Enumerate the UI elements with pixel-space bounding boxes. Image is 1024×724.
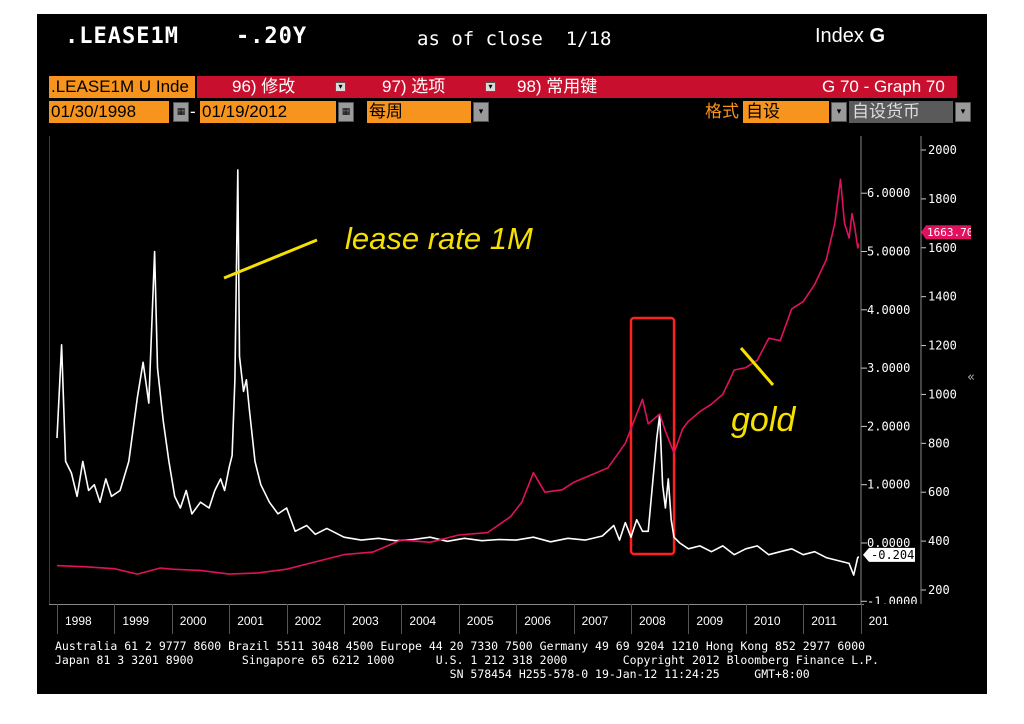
x-tick-mark bbox=[344, 604, 345, 634]
left-tick-label: 3.0000 bbox=[867, 361, 910, 375]
x-tick-label: 2006 bbox=[524, 614, 551, 628]
x-tick-label: 201 bbox=[868, 614, 889, 628]
lease-pointer-line bbox=[223, 238, 318, 280]
index-letter: G bbox=[869, 25, 886, 47]
right-tick-label: 1000 bbox=[928, 387, 957, 401]
graph-id: G 70 - Graph 70 bbox=[822, 77, 945, 96]
left-tick-label: 5.0000 bbox=[867, 245, 910, 259]
left-tick-label: 0.0000 bbox=[867, 536, 910, 550]
x-tick-label: 2001 bbox=[237, 614, 264, 628]
right-tick-label: 1200 bbox=[928, 339, 957, 353]
frequency-select[interactable]: 每周 bbox=[367, 101, 471, 123]
x-tick-label: 2005 bbox=[466, 614, 494, 628]
gold-pointer-line bbox=[739, 347, 775, 386]
menu-options-arrow-icon[interactable]: ▾ bbox=[485, 82, 496, 92]
x-tick-mark bbox=[688, 604, 690, 634]
security-field[interactable]: .LEASE1M U Inde bbox=[49, 76, 195, 98]
series-line-gold bbox=[56, 178, 859, 575]
ticker-title: .LEASE1M -.20Y bbox=[65, 24, 308, 49]
plot-area: lease rate 1M gold bbox=[49, 136, 859, 604]
right-tick-label: 600 bbox=[928, 485, 950, 499]
right-tick-label: 1400 bbox=[928, 290, 957, 304]
right-tick-label: 800 bbox=[928, 436, 950, 450]
right-tick-label: 2000 bbox=[928, 143, 957, 157]
menu-hotkeys[interactable]: 98) 常用键 bbox=[517, 77, 598, 96]
menu-bar bbox=[197, 76, 957, 98]
x-tick-label: 2000 bbox=[179, 614, 207, 628]
x-tick-label: 2009 bbox=[696, 614, 724, 628]
menu-modify-arrow-icon[interactable]: ▾ bbox=[335, 82, 346, 92]
bloomberg-chart-panel: .LEASE1M -.20Y as of close 1/18 Index G … bbox=[37, 14, 987, 694]
left-tick-label: 4.0000 bbox=[867, 303, 910, 317]
format-arrow-icon[interactable]: ▾ bbox=[831, 102, 847, 122]
x-tick-mark bbox=[286, 604, 288, 634]
date-separator: - bbox=[190, 102, 196, 121]
x-tick-label: 2002 bbox=[294, 614, 322, 628]
x-tick-label: 2004 bbox=[409, 614, 437, 628]
right-tick-label: 1800 bbox=[928, 192, 957, 206]
lease-last-value-tag bbox=[863, 547, 915, 562]
left-tick-label: 6.0000 bbox=[867, 186, 910, 200]
x-tick-label: 2011 bbox=[811, 614, 837, 628]
value-axes: 6.0000 5.0000 4.0000 3.0000 2.0000 1.0000 0.00… bbox=[860, 136, 971, 604]
index-label-text: Index bbox=[815, 25, 864, 47]
annotation-gold: gold bbox=[731, 401, 796, 439]
x-tick-mark bbox=[860, 604, 862, 634]
menu-modify[interactable]: 96) 修改 bbox=[232, 77, 296, 96]
x-tick-label: 2007 bbox=[581, 614, 609, 628]
x-tick-mark bbox=[114, 604, 116, 634]
left-tick-label: 2.0000 bbox=[867, 419, 910, 433]
lease-last-value-text: -0.2047 bbox=[871, 548, 922, 562]
x-tick-mark bbox=[401, 604, 403, 634]
left-tick-label: 1.0000 bbox=[867, 478, 910, 492]
x-tick-label: 2008 bbox=[639, 614, 666, 628]
x-tick-mark bbox=[229, 604, 231, 634]
series-line-lease bbox=[56, 169, 859, 576]
footer-line-3: SN 578454 H255-578-0 19-Jan-12 11:24:25 … bbox=[55, 667, 810, 681]
format-select[interactable]: 自设 bbox=[743, 101, 829, 123]
left-tick-label: -1.0000 bbox=[867, 594, 918, 604]
end-date-calendar-icon[interactable]: ▦ bbox=[338, 102, 354, 122]
right-tick-label: 400 bbox=[928, 534, 950, 548]
menu-options[interactable]: 97) 选项 bbox=[382, 77, 446, 96]
right-tick-label: 1600 bbox=[928, 241, 957, 255]
x-tick-mark bbox=[745, 604, 747, 634]
x-tick-mark bbox=[458, 604, 460, 634]
x-tick-mark bbox=[803, 604, 805, 634]
format-label: 格式 bbox=[705, 102, 739, 121]
start-date-calendar-icon[interactable]: ▦ bbox=[173, 102, 189, 122]
gold-last-value-tag bbox=[921, 225, 971, 240]
highlight-box-2008 bbox=[629, 316, 676, 556]
x-tick-mark bbox=[171, 604, 173, 634]
footer-contacts: Australia 61 2 9777 8600 Brazil 5511 304… bbox=[55, 639, 980, 681]
x-tick-label: 2010 bbox=[753, 614, 781, 628]
x-tick-mark bbox=[573, 604, 575, 634]
x-tick-mark bbox=[57, 604, 58, 634]
gold-last-value-text: 1663.70 bbox=[927, 226, 971, 239]
x-tick-label: 2003 bbox=[352, 614, 379, 628]
x-tick-mark bbox=[631, 604, 632, 634]
x-axis: 1998 1999 2000 2001 2002 2003 2004 2005 2006 2007… bbox=[49, 604, 889, 634]
collapse-panel-icon[interactable]: « bbox=[967, 370, 975, 385]
as-of-label: as of close 1/18 bbox=[417, 28, 612, 50]
footer-line-2: Japan 81 3 3201 8900 Singapore 65 6212 1… bbox=[55, 653, 879, 667]
end-date-field[interactable]: 01/19/2012 bbox=[200, 101, 336, 123]
currency-select[interactable]: 自设货币 bbox=[849, 101, 953, 123]
x-tick-mark bbox=[516, 604, 518, 634]
index-label: Index G bbox=[815, 25, 885, 48]
frequency-arrow-icon[interactable]: ▾ bbox=[473, 102, 489, 122]
right-tick-label: 200 bbox=[928, 583, 950, 597]
start-date-field[interactable]: 01/30/1998 bbox=[49, 101, 169, 123]
x-tick-label: 1999 bbox=[122, 614, 150, 628]
footer-line-1: Australia 61 2 9777 8600 Brazil 5511 304… bbox=[55, 639, 866, 653]
x-tick-label: 1998 bbox=[65, 614, 92, 628]
annotation-lease: lease rate 1M bbox=[345, 221, 533, 256]
currency-arrow-icon[interactable]: ▾ bbox=[955, 102, 971, 122]
x-axis-line bbox=[49, 604, 864, 605]
